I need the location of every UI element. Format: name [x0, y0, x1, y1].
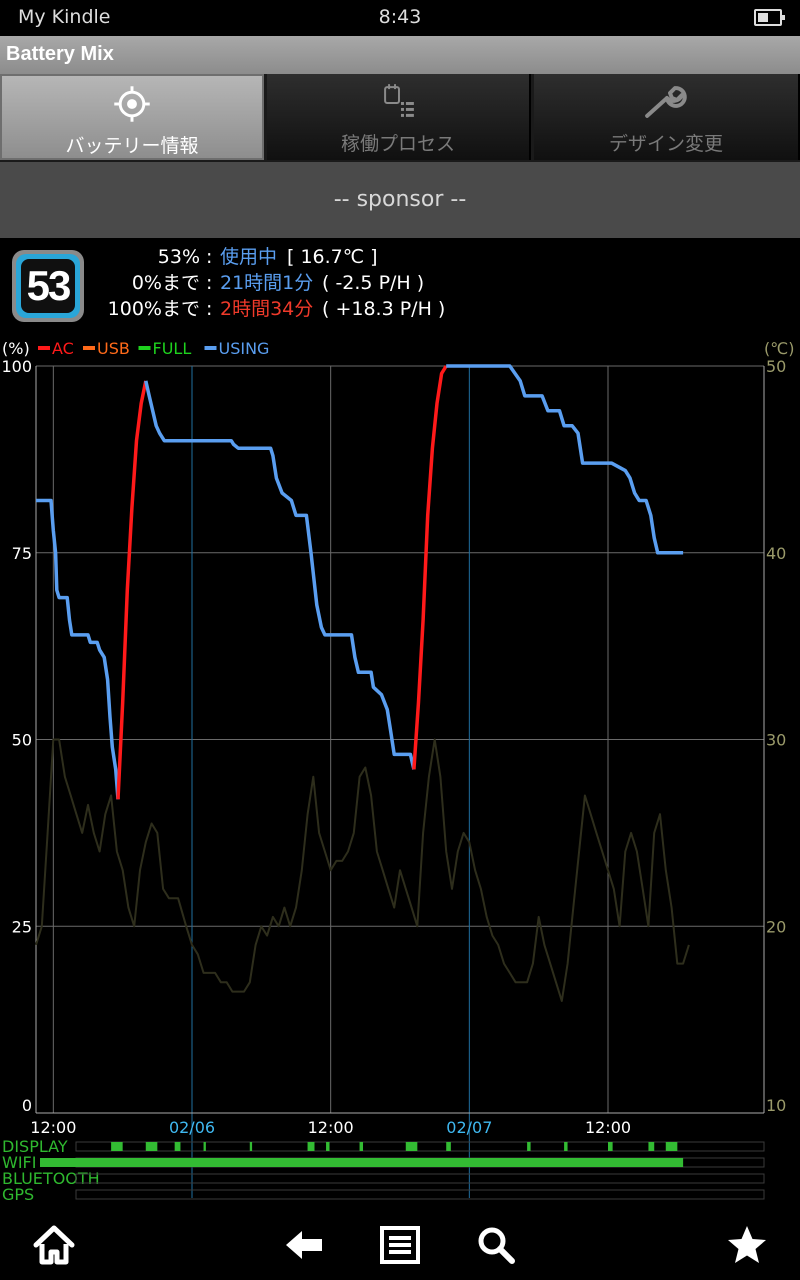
- battery-badge-ring: 53: [16, 254, 80, 318]
- process-list-icon: [384, 84, 414, 117]
- state-row-track-bluetooth: [75, 1173, 765, 1184]
- state-row-label-gps: GPS: [2, 1185, 34, 1204]
- to-empty-time: 21時間1分: [220, 272, 314, 294]
- state-segment-display: [608, 1142, 613, 1151]
- state-segment-display: [249, 1142, 253, 1151]
- state-segment-display: [174, 1142, 181, 1151]
- status-value: 使用中: [220, 246, 278, 268]
- state-row-label-wifi: WIFI: [2, 1153, 36, 1172]
- separator: :: [206, 272, 213, 294]
- battery-history-chart: (%) (℃) AC USB FULL USING 0 10 25 20 50 30 75 40 100 50…: [1, 339, 794, 1204]
- series-line-ac: [412, 365, 448, 770]
- legend-label-usb: USB: [97, 339, 130, 358]
- tab-design[interactable]: デザイン変更: [534, 74, 800, 160]
- legend-swatch-using: [204, 346, 217, 350]
- y-tick-label: 0: [22, 1096, 32, 1115]
- status-bar: My Kindle 8:43: [0, 0, 800, 36]
- y-tick-label: 75: [12, 544, 32, 563]
- level-label: 53%: [157, 246, 200, 268]
- state-segment-display: [446, 1142, 451, 1151]
- state-row-track-gps: [75, 1189, 765, 1200]
- series-line-using: [446, 364, 684, 555]
- x-tick-label: 12:00: [585, 1118, 631, 1137]
- to-full-rate: ( +18.3 P/H ): [322, 298, 446, 320]
- back-arrow-icon[interactable]: [282, 1223, 326, 1267]
- sponsor-banner[interactable]: -- sponsor --: [0, 162, 800, 238]
- state-segment-display: [648, 1142, 655, 1151]
- tab-bar: バッテリー情報 稼働プロセス デザイン変更: [0, 74, 800, 162]
- series-line-using: [36, 498, 120, 800]
- device-name: My Kindle: [18, 6, 111, 28]
- state-segment-display: [405, 1142, 418, 1151]
- state-segment-display: [326, 1142, 330, 1151]
- app-title: Battery Mix: [6, 43, 114, 65]
- y2-axis-unit-label: (℃): [764, 339, 794, 358]
- state-segment-display: [111, 1142, 123, 1151]
- temperature-value: [ 16.7℃ ]: [287, 246, 378, 268]
- state-row-track-display: [75, 1141, 765, 1152]
- to-full-time: 2時間34分: [220, 298, 314, 320]
- x-tick-label: 02/06: [169, 1118, 215, 1137]
- state-segment-display: [564, 1142, 568, 1151]
- y2-tick-label: 10: [766, 1096, 786, 1115]
- wrench-icon: [645, 86, 687, 118]
- to-empty-rate: ( -2.5 P/H ): [322, 272, 425, 294]
- to-empty-label: 0%まで: [131, 272, 200, 294]
- y-tick-label: 100: [1, 357, 32, 376]
- x-tick-label: 02/07: [446, 1118, 492, 1137]
- search-icon[interactable]: [474, 1223, 518, 1267]
- y2-tick-label: 20: [766, 917, 786, 936]
- crosshair-icon: [114, 86, 150, 122]
- state-segment-display: [307, 1142, 315, 1151]
- battery-level-number: 53: [21, 259, 75, 313]
- clock: 8:43: [378, 6, 422, 28]
- tab-label: 稼働プロセス: [340, 133, 455, 155]
- y-tick-label: 50: [12, 731, 32, 750]
- y-tick-label: 25: [12, 917, 32, 936]
- y2-tick-label: 40: [766, 544, 786, 563]
- separator: :: [206, 246, 213, 268]
- y2-tick-label: 30: [766, 731, 786, 750]
- separator: :: [206, 298, 213, 320]
- legend-swatch-ac: [38, 346, 50, 350]
- menu-icon[interactable]: [378, 1223, 422, 1267]
- tab-label: バッテリー情報: [65, 135, 199, 157]
- state-segment-display: [145, 1142, 158, 1151]
- battery-level-badge: 53: [12, 250, 84, 322]
- home-icon[interactable]: [32, 1223, 76, 1267]
- state-segment-display: [665, 1142, 678, 1151]
- legend-swatch-usb: [83, 346, 95, 350]
- to-full-label: 100%まで: [107, 298, 200, 320]
- state-segment-wifi: [40, 1158, 684, 1167]
- battery-status-icon: [754, 9, 785, 26]
- legend-swatch-full: [138, 346, 151, 350]
- tab-battery-info[interactable]: バッテリー情報: [0, 74, 264, 160]
- y2-tick-label: 50: [766, 357, 786, 376]
- legend-label-full: FULL: [153, 339, 192, 358]
- state-row-label-bluetooth: BLUETOOTH: [2, 1169, 100, 1188]
- series-line-ac: [116, 380, 148, 800]
- x-tick-label: 12:00: [30, 1118, 76, 1137]
- y-axis-unit-label: (%): [2, 339, 30, 358]
- app-title-bar: Battery Mix: [0, 36, 800, 74]
- bottom-navigation: [0, 1205, 800, 1280]
- x-tick-label: 12:00: [308, 1118, 354, 1137]
- legend-label-using: USING: [219, 339, 270, 358]
- tab-label: デザイン変更: [608, 133, 723, 155]
- state-segment-display: [203, 1142, 206, 1151]
- state-segment-display: [359, 1142, 364, 1151]
- series-line-temperature: [35, 738, 690, 1002]
- legend-label-ac: AC: [52, 339, 74, 358]
- star-icon[interactable]: [725, 1223, 769, 1267]
- tab-processes[interactable]: 稼働プロセス: [267, 74, 531, 160]
- series-line-using: [144, 380, 416, 770]
- state-row-label-display: DISPLAY: [2, 1137, 68, 1156]
- state-segment-display: [527, 1142, 531, 1151]
